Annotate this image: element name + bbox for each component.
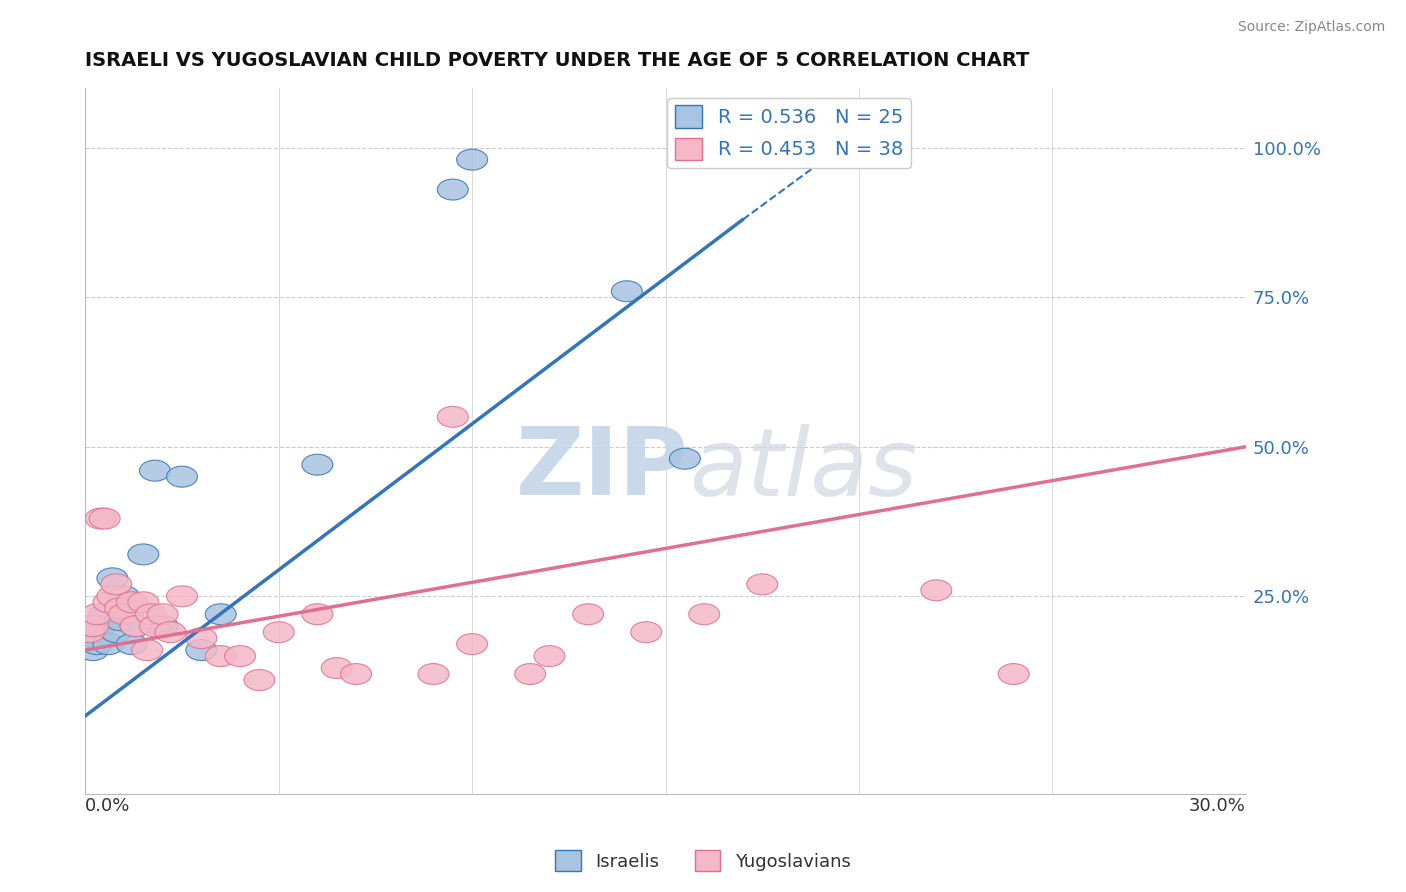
Text: 30.0%: 30.0%	[1189, 797, 1246, 814]
Text: atlas: atlas	[689, 424, 917, 515]
Ellipse shape	[186, 640, 217, 661]
Ellipse shape	[117, 633, 148, 655]
Legend: R = 0.536   N = 25, R = 0.453   N = 38: R = 0.536 N = 25, R = 0.453 N = 38	[668, 97, 911, 168]
Ellipse shape	[135, 604, 166, 624]
Legend: Israelis, Yugoslavians: Israelis, Yugoslavians	[548, 843, 858, 879]
Ellipse shape	[205, 646, 236, 666]
Ellipse shape	[302, 454, 333, 475]
Ellipse shape	[205, 604, 236, 624]
Ellipse shape	[128, 544, 159, 565]
Ellipse shape	[77, 615, 108, 637]
Text: 0.0%: 0.0%	[86, 797, 131, 814]
Ellipse shape	[108, 604, 139, 624]
Ellipse shape	[437, 407, 468, 427]
Ellipse shape	[225, 646, 256, 666]
Ellipse shape	[132, 640, 163, 661]
Ellipse shape	[120, 615, 150, 637]
Ellipse shape	[572, 604, 603, 624]
Ellipse shape	[108, 586, 139, 607]
Ellipse shape	[612, 281, 643, 301]
Text: ISRAELI VS YUGOSLAVIAN CHILD POVERTY UNDER THE AGE OF 5 CORRELATION CHART: ISRAELI VS YUGOSLAVIAN CHILD POVERTY UND…	[86, 51, 1029, 70]
Ellipse shape	[86, 615, 117, 637]
Ellipse shape	[97, 586, 128, 607]
Text: Source: ZipAtlas.com: Source: ZipAtlas.com	[1237, 20, 1385, 34]
Ellipse shape	[457, 149, 488, 170]
Ellipse shape	[921, 580, 952, 601]
Ellipse shape	[166, 467, 197, 487]
Ellipse shape	[243, 670, 274, 690]
Ellipse shape	[669, 449, 700, 469]
Ellipse shape	[101, 574, 132, 595]
Ellipse shape	[148, 604, 179, 624]
Ellipse shape	[89, 508, 120, 529]
Ellipse shape	[689, 604, 720, 624]
Text: ZIP: ZIP	[516, 423, 689, 515]
Ellipse shape	[120, 615, 150, 637]
Ellipse shape	[93, 591, 124, 613]
Ellipse shape	[73, 622, 104, 642]
Ellipse shape	[128, 591, 159, 613]
Ellipse shape	[139, 615, 170, 637]
Ellipse shape	[117, 591, 148, 613]
Ellipse shape	[340, 664, 371, 684]
Ellipse shape	[302, 604, 333, 624]
Ellipse shape	[104, 610, 135, 631]
Ellipse shape	[82, 628, 112, 648]
Ellipse shape	[747, 574, 778, 595]
Ellipse shape	[93, 633, 124, 655]
Ellipse shape	[82, 633, 112, 655]
Ellipse shape	[139, 460, 170, 481]
Ellipse shape	[186, 628, 217, 648]
Ellipse shape	[631, 622, 662, 642]
Ellipse shape	[155, 622, 186, 642]
Ellipse shape	[263, 622, 294, 642]
Ellipse shape	[101, 622, 132, 642]
Ellipse shape	[77, 640, 108, 661]
Ellipse shape	[86, 508, 117, 529]
Ellipse shape	[166, 586, 197, 607]
Ellipse shape	[73, 615, 104, 637]
Ellipse shape	[515, 664, 546, 684]
Ellipse shape	[418, 664, 449, 684]
Ellipse shape	[148, 615, 179, 637]
Ellipse shape	[89, 604, 120, 624]
Ellipse shape	[534, 646, 565, 666]
Ellipse shape	[112, 604, 143, 624]
Ellipse shape	[998, 664, 1029, 684]
Ellipse shape	[321, 657, 353, 679]
Ellipse shape	[437, 179, 468, 200]
Ellipse shape	[104, 598, 135, 619]
Ellipse shape	[457, 633, 488, 655]
Ellipse shape	[82, 604, 112, 624]
Ellipse shape	[97, 568, 128, 589]
